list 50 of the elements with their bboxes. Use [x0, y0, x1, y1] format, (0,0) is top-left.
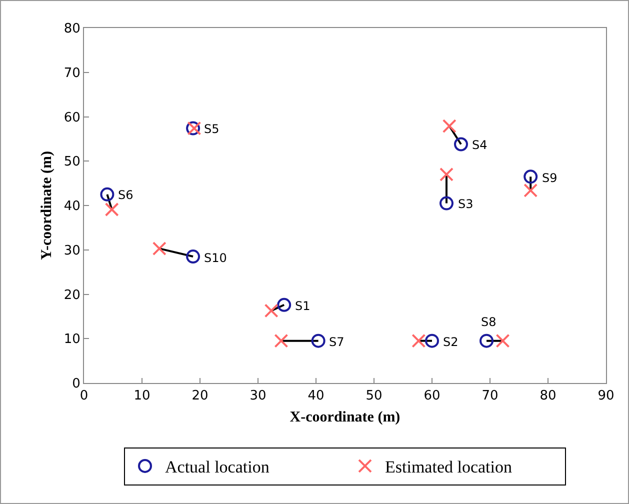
y-axis-title: Y-coordinate (m)	[39, 150, 56, 260]
x-tick-label: 10	[134, 388, 150, 404]
annotation: S9	[542, 171, 558, 185]
point	[152, 242, 166, 256]
y-tick-label: 50	[64, 154, 80, 170]
x-tick-label: 40	[308, 388, 324, 404]
point	[274, 334, 288, 348]
annotation: S7	[329, 335, 344, 349]
point	[425, 334, 439, 348]
point	[480, 334, 494, 348]
legend-label: Estimated location	[385, 458, 512, 477]
y-tick-label: 0	[72, 376, 80, 392]
point	[440, 196, 454, 210]
y-tick-label: 70	[64, 66, 80, 81]
point	[524, 183, 538, 198]
y-tick-label: 20	[64, 288, 80, 303]
x-tick-label: 20	[192, 388, 208, 404]
y-tick-label: 30	[64, 243, 80, 258]
annotation: S10	[204, 251, 227, 265]
point	[311, 334, 326, 348]
annotation: S8	[481, 315, 496, 329]
y-tick-label: 10	[64, 332, 80, 348]
annotation: S1	[295, 299, 310, 313]
point	[524, 170, 538, 184]
y-tick-label: 80	[64, 22, 80, 37]
x-axis-title: X-coordinate (m)	[290, 410, 400, 426]
point	[277, 298, 292, 312]
point	[412, 334, 426, 348]
y-tick-label: 40	[64, 199, 80, 214]
x-tick-label: 30	[250, 388, 266, 404]
point	[186, 250, 200, 264]
y-tick-label: 60	[64, 110, 80, 126]
point	[264, 304, 278, 318]
x-tick-label: 70	[482, 388, 498, 404]
point	[496, 334, 510, 348]
x-tick-label: 50	[366, 388, 382, 404]
x-tick-label: 80	[540, 388, 556, 404]
point	[442, 119, 456, 134]
annotation: S2	[443, 335, 458, 349]
point	[104, 202, 119, 216]
annotation: S5	[204, 122, 220, 136]
x-tick-label: 90	[598, 388, 614, 404]
point	[454, 137, 468, 152]
point	[440, 167, 454, 182]
annotation: S4	[472, 138, 488, 152]
annotation: S6	[118, 188, 134, 202]
x-tick-label: 60	[424, 388, 440, 404]
legend-label: Actual location	[165, 458, 270, 477]
annotation: S3	[458, 197, 474, 211]
point	[100, 187, 114, 202]
